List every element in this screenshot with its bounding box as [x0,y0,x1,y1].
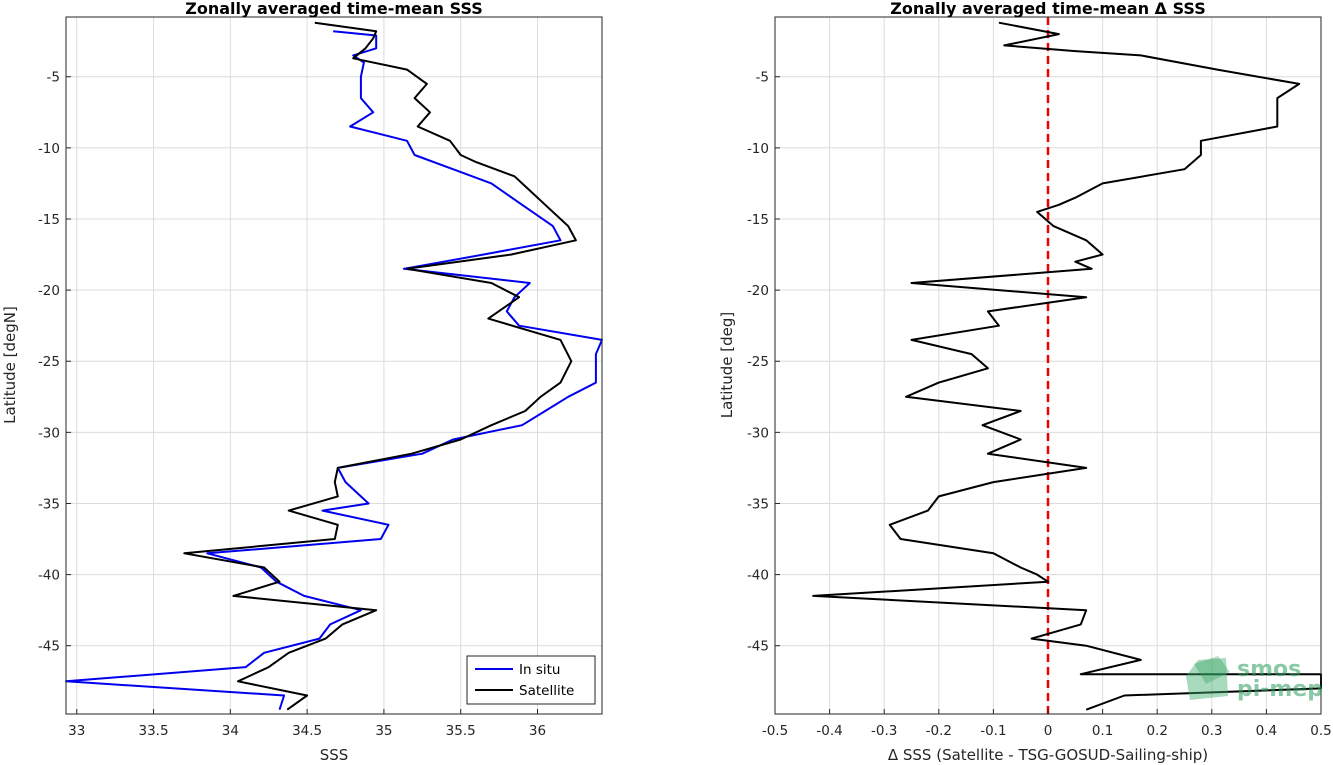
legend-label-in-situ: In situ [519,662,560,678]
left-x-tick-label: 33 [68,723,85,739]
right-x-tick-label: -0.1 [980,723,1006,739]
right-panel: -0.5 -0.4 -0.3 -0.2 -0.1 0 0.1 0.2 0.3 0.4 0.5 -5 -… [718,0,1332,764]
left-x-tick-label: 34 [222,723,239,739]
right-y-tick-label: -20 [747,283,769,299]
left-y-tick-label: -5 [47,70,60,86]
logo-text-pi-mep: pi-mep [1237,677,1323,702]
right-y-tick-label: -5 [756,70,769,86]
left-x-tick-label: 34.5 [292,723,322,739]
right-y-tick-label: -40 [747,568,769,584]
left-x-tick-label: 36 [529,723,546,739]
right-x-tick-label: 0.1 [1092,723,1113,739]
right-x-tick-label: 0.5 [1310,723,1331,739]
legend: In situ Satellite [466,655,596,705]
right-y-tick-label: -30 [747,425,769,441]
legend-box [466,655,596,705]
right-x-tick-label: -0.5 [762,723,788,739]
right-x-axis-label: Δ SSS (Satellite - TSG-GOSUD-Sailing-shi… [888,746,1208,764]
right-y-tick-label: -35 [747,496,769,512]
left-x-axis-label: SSS [320,746,349,764]
left-x-tick-label: 35 [375,723,392,739]
left-y-tick-label: -25 [38,354,60,370]
left-y-tick-label: -35 [38,496,60,512]
left-chart-title: Zonally averaged time-mean SSS [185,0,483,18]
right-y-tick-label: -15 [747,212,769,228]
right-y-tick-label: -45 [747,639,769,655]
left-y-axis-label: Latitude [degN] [1,306,19,424]
left-y-tick-label: -30 [38,425,60,441]
left-panel: 33 33.5 34 34.5 35 35.5 36 -5 -10 -15 -20 -25 -30 -3… [1,0,603,764]
right-x-tick-label: -0.4 [816,723,842,739]
legend-label-satellite: Satellite [519,683,574,699]
right-y-axis-label: Latitude [deg] [718,312,736,418]
right-x-tick-label: 0.4 [1256,723,1277,739]
left-series-line-in-situ [65,30,603,711]
smos-pi-mep-logo: smos pi-mep [1186,656,1323,702]
right-y-tick-label: -25 [747,354,769,370]
left-y-tick-label: -20 [38,283,60,299]
left-y-tick-label: -45 [38,639,60,655]
left-series-line-satellite [183,21,577,711]
logo-text-smos: smos [1237,657,1301,682]
right-chart-title: Zonally averaged time-mean Δ SSS [890,0,1206,18]
left-y-tick-label: -40 [38,568,60,584]
right-x-tick-label: -0.3 [871,723,897,739]
left-y-tick-label: -10 [38,141,60,157]
right-x-tick-label: -0.2 [926,723,952,739]
right-series-line-delta-sss [812,21,1322,711]
left-x-tick-label: 33.5 [139,723,169,739]
right-x-tick-label: 0 [1044,723,1053,739]
left-axes-frame [65,16,603,715]
right-x-tick-label: 0.2 [1146,723,1167,739]
left-x-tick-label: 35.5 [446,723,476,739]
left-y-tick-label: -15 [38,212,60,228]
right-y-tick-label: -10 [747,141,769,157]
right-x-tick-label: 0.3 [1201,723,1222,739]
